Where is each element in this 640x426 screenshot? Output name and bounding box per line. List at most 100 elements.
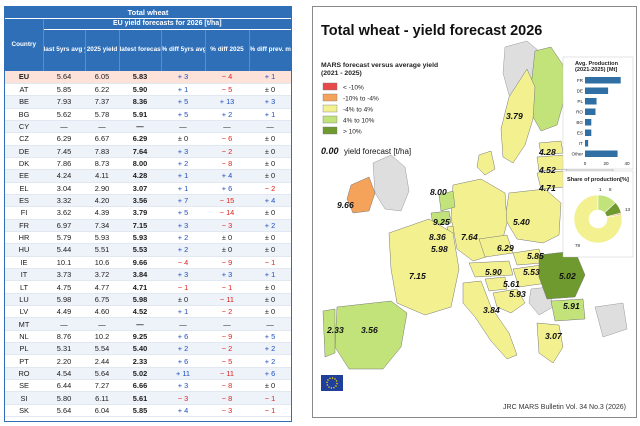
cell-country-code: IE (5, 256, 43, 270)
cell-diff-5yrs: + 6 (161, 330, 205, 344)
cell-diff-5yrs: ± 0 (161, 293, 205, 307)
cell-avg-yield: 4.54 (43, 367, 85, 381)
cell-diff-prev-month: ± 0 (249, 206, 292, 220)
col-header-latest-forecast: latest forecast (118, 29, 161, 71)
cell-yield-2025: 6.11 (85, 391, 119, 405)
cell-avg-yield: 3.62 (43, 206, 85, 220)
cell-diff-prev-month: + 2 (249, 219, 292, 232)
table-row: LT 4.75 4.77 4.71− 1− 1 ± 0 (5, 280, 292, 294)
cell-forecast: 4.71 (119, 280, 161, 294)
cell-country-code: SK (5, 404, 43, 418)
country-pt (322, 308, 336, 358)
eu-flag-icon (321, 375, 343, 391)
legend-label: > 10% (343, 129, 362, 136)
country-hr (492, 288, 526, 314)
map-value-label: 7.15 (409, 271, 426, 281)
cell-diff-5yrs: + 7 (161, 194, 205, 208)
country-el (536, 322, 564, 364)
cell-country-code: MT (5, 317, 43, 331)
cell-diff-2025: — (205, 317, 249, 331)
cell-diff-5yrs: + 1 (161, 182, 205, 195)
cell-yield-2025: 6.04 (85, 404, 119, 418)
production-category-label: Other (572, 152, 584, 157)
cell-diff-2025: − 11 (205, 293, 249, 307)
cell-country-code: LU (5, 293, 43, 307)
production-bar (585, 140, 589, 147)
cell-country-code: DK (5, 157, 43, 171)
cell-yield-2025: 7.83 (85, 145, 119, 158)
cell-forecast: 5.85 (119, 404, 161, 418)
map-value-label: 5.90 (485, 267, 502, 277)
cell-diff-prev-month: ± 0 (249, 83, 292, 97)
cell-country-code: LV (5, 305, 43, 319)
cell-diff-5yrs: + 3 (161, 379, 205, 393)
cell-diff-2025: − 11 (205, 367, 249, 381)
cell-diff-5yrs: + 2 (161, 342, 205, 356)
cell-forecast: 2.33 (119, 354, 161, 368)
map-value-label: 5.98 (431, 244, 448, 254)
table-row: RO 4.54 5.64 5.02 + 11− 11 + 6 (5, 367, 292, 381)
cell-yield-2025: 6.05 (85, 71, 119, 84)
country-dk (476, 150, 496, 176)
cell-diff-2025: − 3 (205, 404, 249, 418)
cell-avg-yield: 2.20 (43, 354, 85, 368)
cell-yield-2025: 5.64 (85, 367, 119, 381)
production-title-line2: (2021-2025) [Mt] (575, 67, 617, 73)
share-slice-label: 78 (575, 243, 581, 248)
cell-avg-yield: 5.62 (43, 108, 85, 121)
cell-avg-yield: 5.31 (43, 342, 85, 356)
cell-diff-prev-month: + 4 (249, 194, 292, 208)
cell-diff-2025: + 13 (205, 95, 249, 109)
country-fr (388, 218, 460, 316)
table-row: NL 8.76 10.2 9.25 + 6− 9 + 5 (5, 330, 292, 344)
cell-diff-5yrs: + 3 (161, 71, 205, 84)
cell-diff-2025: + 4 (205, 169, 249, 183)
share-pie-box (562, 170, 634, 258)
cell-yield-2025: 7.34 (85, 219, 119, 232)
uk-shape (372, 154, 410, 212)
cell-yield-2025: 2.90 (85, 182, 119, 195)
table-row: PL 5.31 5.54 5.40 + 2− 2 + 2 (5, 342, 292, 356)
cell-diff-5yrs: − 1 (161, 280, 205, 294)
cell-avg-yield: 5.80 (43, 391, 85, 405)
country-it (462, 280, 518, 360)
legend-label: -10% to -4% (343, 96, 379, 103)
cell-diff-2025: − 4 (205, 71, 249, 84)
cell-diff-prev-month: ± 0 (249, 379, 292, 393)
production-axis-tick: 0 (584, 161, 587, 166)
cell-avg-yield: 8.76 (43, 330, 85, 344)
legend-swatch (322, 93, 338, 102)
map-value-label: 6.29 (497, 243, 514, 253)
cell-yield-2025: — (85, 120, 119, 134)
production-category-label: RO (576, 110, 583, 115)
map-value-label: 3.79 (506, 111, 523, 121)
cell-diff-prev-month: ± 0 (249, 293, 292, 307)
cell-country-code: EE (5, 169, 43, 183)
cell-diff-5yrs: + 5 (161, 95, 205, 109)
cell-forecast: 5.40 (119, 342, 161, 356)
cell-diff-5yrs: + 3 (161, 268, 205, 282)
production-bar (585, 119, 592, 126)
cell-avg-yield: 6.44 (43, 379, 85, 393)
cell-country-code: SI (5, 391, 43, 405)
cell-forecast: 5.61 (119, 391, 161, 405)
eu-countries (322, 46, 586, 370)
cell-diff-2025: ± 0 (205, 243, 249, 257)
cell-diff-2025: − 2 (205, 305, 249, 319)
cell-forecast: 9.25 (119, 330, 161, 344)
col-header-5yr-avg: last 5yrs avg yield (42, 29, 85, 71)
cell-country-code: NL (5, 330, 43, 344)
cell-yield-2025: 7.27 (85, 379, 119, 393)
table-row: DK 7.86 8.73 8.00 + 2− 8 ± 0 (5, 157, 292, 171)
cell-diff-2025: − 5 (205, 354, 249, 368)
share-pie-title: Share of production[%] (567, 177, 629, 183)
cell-forecast: 5.53 (119, 243, 161, 257)
cell-diff-prev-month: + 1 (249, 71, 292, 84)
map-value-label: 5.85 (527, 251, 544, 261)
production-bar (585, 150, 618, 157)
cell-forecast: 5.83 (119, 71, 161, 84)
cell-avg-yield: 7.86 (43, 157, 85, 171)
cell-avg-yield: — (43, 120, 85, 134)
cell-diff-2025: ± 0 (205, 231, 249, 245)
production-bar (585, 87, 609, 94)
